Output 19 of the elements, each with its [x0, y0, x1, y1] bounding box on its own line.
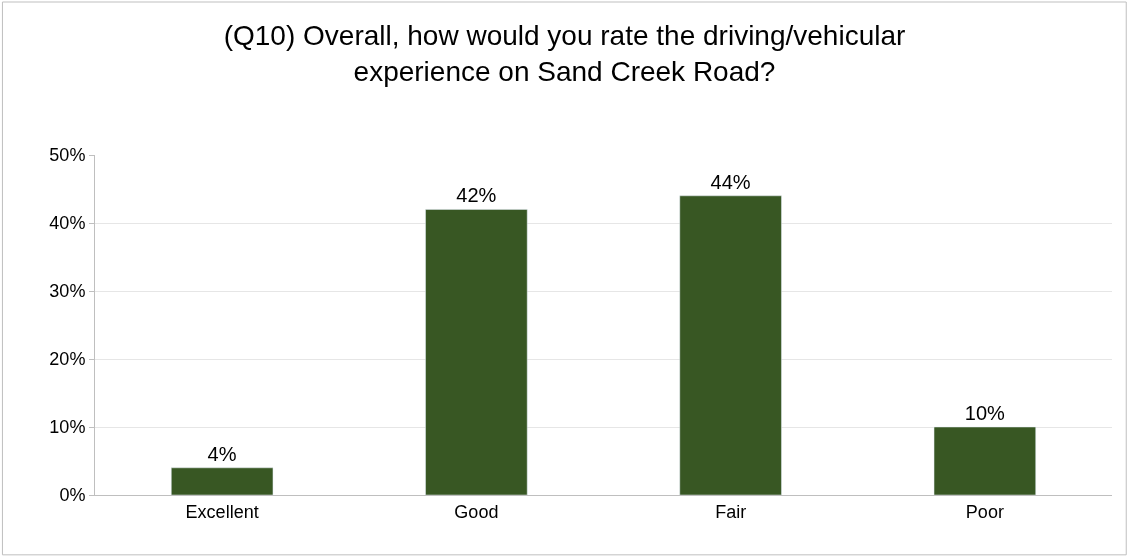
data-label: 44%: [710, 170, 751, 193]
y-tick-label: 10%: [49, 417, 86, 438]
chart-title: (Q10) Overall, how would you rate the driving/vehicular experience on Sand Creek Road?: [223, 19, 906, 87]
bar: [933, 426, 1036, 495]
y-tick-label: 30%: [49, 281, 86, 302]
bar: [425, 209, 528, 495]
y-tick-label: 20%: [49, 349, 86, 370]
x-tick-label: Fair: [715, 501, 747, 522]
data-label: 4%: [207, 442, 237, 465]
data-label: 10%: [964, 402, 1005, 424]
y-tick-label: 0%: [59, 485, 86, 506]
x-tick-label: Poor: [965, 501, 1004, 522]
data-label: 42%: [456, 184, 497, 207]
bar: [171, 467, 274, 495]
y-tick-label: 50%: [49, 145, 86, 166]
bar: [679, 195, 782, 495]
x-tick-label: Good: [454, 501, 499, 522]
x-tick-label: Excellent: [185, 501, 259, 522]
y-tick-label: 40%: [49, 213, 86, 234]
